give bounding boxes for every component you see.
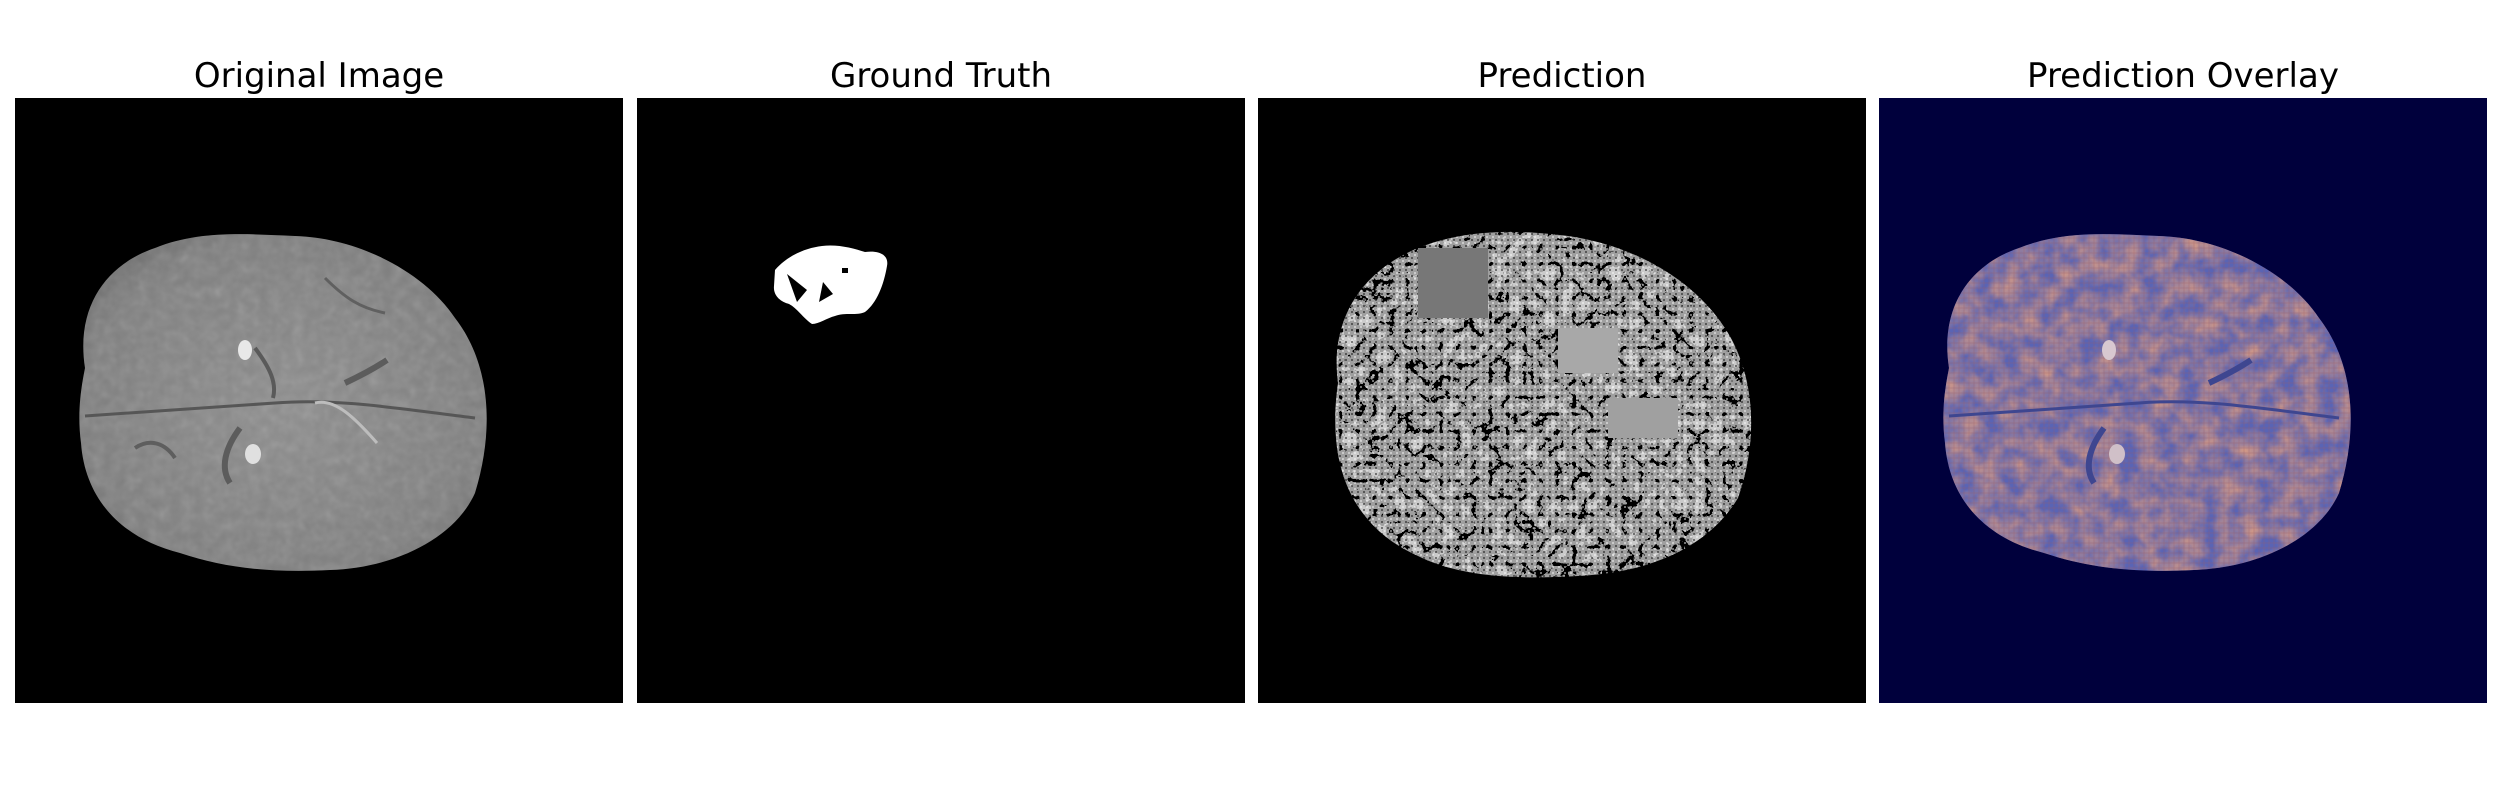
brain-mri-image	[15, 98, 623, 703]
ground-truth-panel	[637, 98, 1245, 703]
panel-title-original-image: Original Image	[193, 56, 445, 96]
panel-title-prediction-overlay: Prediction Overlay	[2027, 56, 2339, 96]
panel-title-ground-truth: Ground Truth	[829, 56, 1053, 96]
prediction-mask	[1258, 98, 1866, 703]
prediction-panel	[1258, 98, 1866, 703]
prediction-overlay-panel	[1879, 98, 2487, 703]
original-image-panel	[15, 98, 623, 703]
ground-truth-mask	[637, 98, 1245, 703]
prediction-overlay-image	[1879, 98, 2487, 703]
panel-title-prediction: Prediction	[1477, 56, 1647, 96]
